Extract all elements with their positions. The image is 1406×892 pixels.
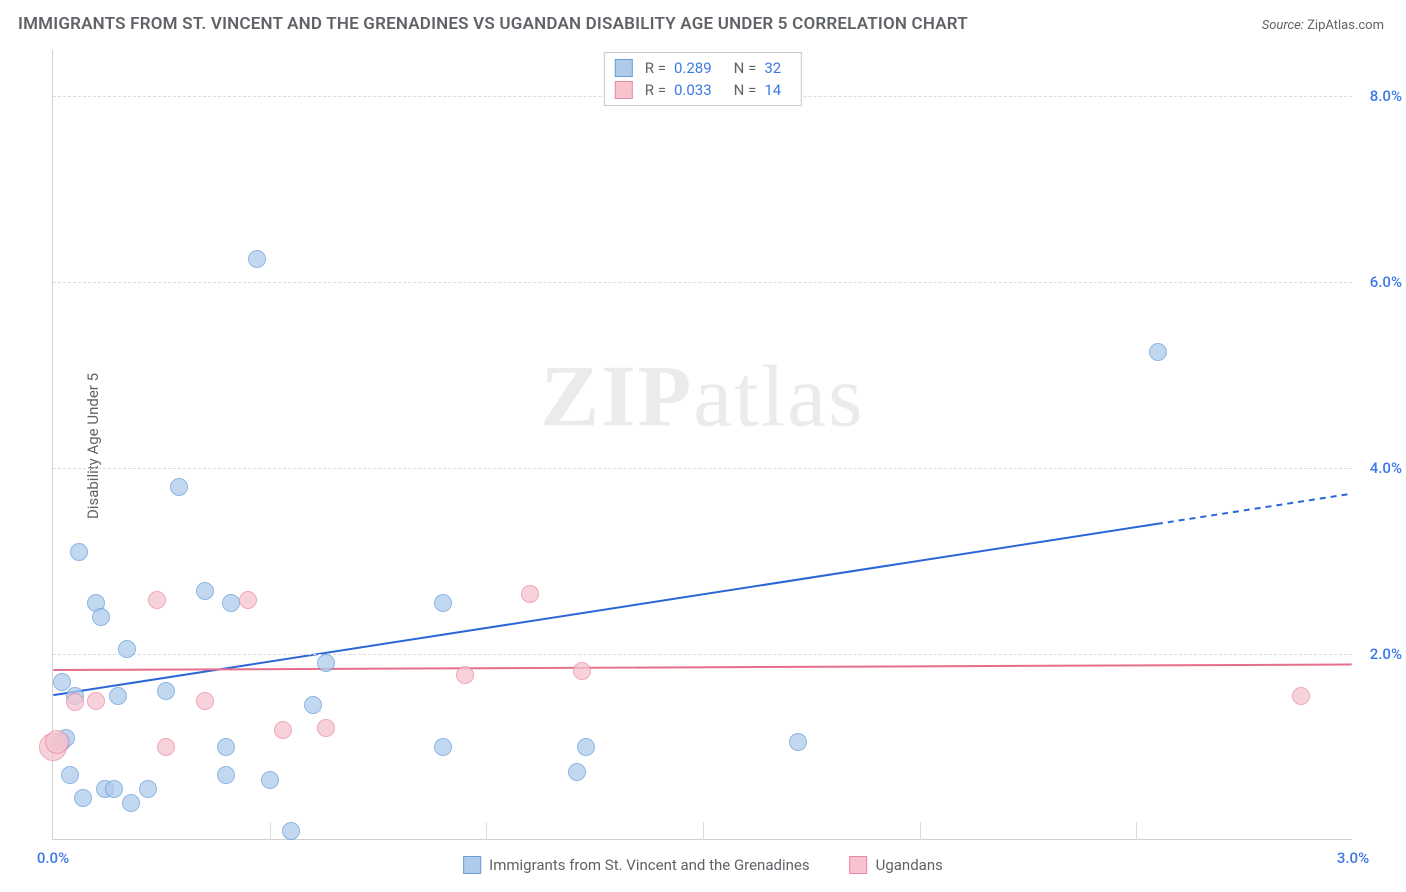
r-value: 0.289: [674, 59, 712, 77]
r-value: 0.033: [674, 81, 712, 99]
data-point: [456, 666, 474, 684]
data-point: [122, 794, 140, 812]
data-point: [87, 692, 105, 710]
n-value: 14: [764, 81, 781, 99]
data-point: [45, 730, 69, 754]
plot-area: ZIPatlas 2.0%4.0%6.0%8.0%0.0%3.0%: [52, 50, 1352, 840]
data-point: [157, 738, 175, 756]
x-tick-mark: [1136, 822, 1137, 840]
y-tick-label: 8.0%: [1357, 87, 1402, 105]
correlation-legend-row: R = 0.033 N = 14: [615, 79, 791, 101]
n-label: N =: [734, 81, 757, 99]
source-label: Source:: [1262, 18, 1304, 33]
trend-line-solid: [53, 524, 1157, 695]
n-value: 32: [764, 59, 781, 77]
data-point: [74, 789, 92, 807]
gridline-horizontal: [53, 468, 1352, 469]
data-point: [109, 687, 127, 705]
correlation-legend-row: R = 0.289 N = 32: [615, 57, 791, 79]
x-tick-mark: [270, 822, 271, 840]
legend-label-svg: Immigrants from St. Vincent and the Gren…: [489, 856, 809, 874]
x-tick-mark: [920, 822, 921, 840]
data-point: [70, 543, 88, 561]
data-point: [261, 771, 279, 789]
gridline-horizontal: [53, 654, 1352, 655]
data-point: [170, 478, 188, 496]
legend-item-svg: Immigrants from St. Vincent and the Gren…: [463, 856, 809, 874]
legend-label-ugandans: Ugandans: [876, 856, 943, 874]
data-point: [148, 591, 166, 609]
data-point: [92, 608, 110, 626]
legend-swatch-svg: [463, 856, 481, 874]
data-point: [434, 738, 452, 756]
legend-item-ugandans: Ugandans: [850, 856, 943, 874]
x-tick-label: 0.0%: [37, 849, 69, 867]
data-point: [139, 780, 157, 798]
y-tick-label: 2.0%: [1357, 645, 1402, 663]
correlation-legend: R = 0.289 N = 32 R = 0.033 N = 14: [604, 52, 802, 106]
data-point: [434, 594, 452, 612]
data-point: [196, 692, 214, 710]
y-tick-label: 6.0%: [1357, 273, 1402, 291]
x-tick-mark: [703, 822, 704, 840]
data-point: [304, 696, 322, 714]
data-point: [521, 585, 539, 603]
gridline-horizontal: [53, 282, 1352, 283]
chart-title: IMMIGRANTS FROM ST. VINCENT AND THE GREN…: [18, 14, 968, 34]
data-point: [217, 738, 235, 756]
legend-swatch: [615, 81, 633, 99]
data-point: [217, 766, 235, 784]
data-point: [222, 594, 240, 612]
data-point: [789, 733, 807, 751]
source-value: ZipAtlas.com: [1307, 18, 1384, 33]
data-point: [157, 682, 175, 700]
watermark: ZIPatlas: [541, 347, 865, 448]
legend-swatch: [615, 59, 633, 77]
data-point: [568, 763, 586, 781]
data-point: [573, 662, 591, 680]
data-point: [274, 721, 292, 739]
data-point: [1149, 343, 1167, 361]
n-label: N =: [734, 59, 757, 77]
data-point: [118, 640, 136, 658]
data-point: [577, 738, 595, 756]
x-tick-label: 3.0%: [1337, 849, 1369, 867]
x-tick-mark: [486, 822, 487, 840]
data-point: [61, 766, 79, 784]
trend-lines-layer: [53, 50, 1352, 839]
y-tick-label: 4.0%: [1357, 459, 1402, 477]
data-point: [317, 719, 335, 737]
data-point: [1292, 687, 1310, 705]
r-label: R =: [645, 81, 666, 99]
data-point: [196, 582, 214, 600]
data-point: [239, 591, 257, 609]
data-point: [317, 654, 335, 672]
series-legend: Immigrants from St. Vincent and the Gren…: [463, 856, 943, 874]
data-point: [282, 822, 300, 840]
source-attribution: Source: ZipAtlas.com: [1262, 18, 1384, 33]
trend-line-dashed: [1157, 494, 1352, 524]
data-point: [248, 250, 266, 268]
trend-line-solid: [53, 664, 1351, 670]
data-point: [105, 780, 123, 798]
legend-swatch-ugandans: [850, 856, 868, 874]
r-label: R =: [645, 59, 666, 77]
data-point: [66, 693, 84, 711]
